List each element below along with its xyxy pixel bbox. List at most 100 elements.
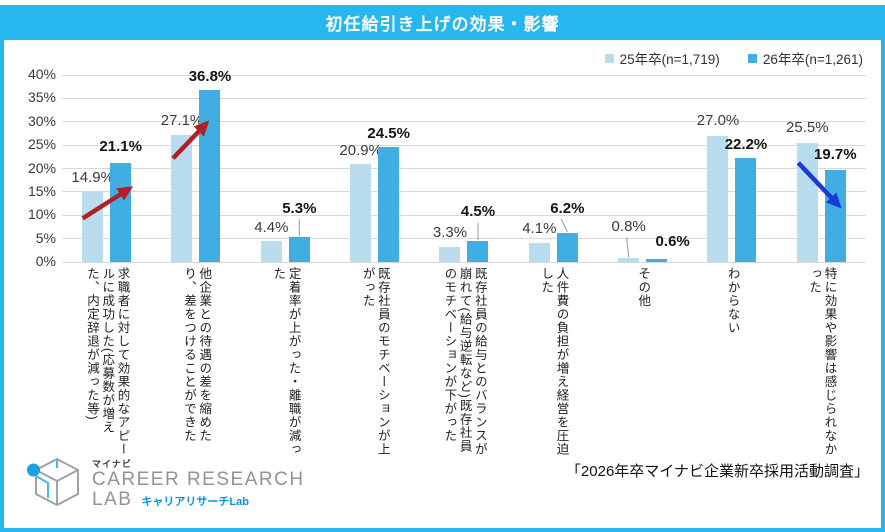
chart-title: 初任給引き上げの効果・影響 bbox=[325, 15, 560, 34]
bar-value-label: 4.4% bbox=[254, 218, 289, 236]
bar-value-label: 0.8% bbox=[611, 217, 646, 235]
legend-item: 25年卒(n=1,719) bbox=[604, 48, 720, 68]
bar-value-label: 3.3% bbox=[432, 224, 468, 242]
gridline bbox=[62, 238, 866, 240]
bar-26卒 bbox=[556, 233, 578, 262]
bar-25卒 bbox=[350, 164, 372, 262]
category-label: 定着率が上がった・離職が減った bbox=[271, 267, 301, 456]
bar-26卒 bbox=[646, 259, 668, 262]
bar-26卒 bbox=[735, 158, 757, 262]
category-cell: 他企業との待遇の差を縮めたり、差をつけることができた bbox=[151, 267, 240, 460]
category-label: わからない bbox=[725, 267, 740, 335]
bar-25卒 bbox=[260, 241, 282, 262]
bar-value-label: 14.9% bbox=[71, 168, 114, 186]
logo-brand: マイナビ bbox=[92, 458, 132, 469]
bar-group: 4.4% 5.3% bbox=[241, 75, 330, 262]
bar-group: 27.1% 36.8% bbox=[151, 69, 240, 262]
y-axis-tick-label: 0% bbox=[35, 253, 56, 269]
category-cell: その他 bbox=[598, 267, 687, 460]
brand-logo: マイナビ CAREER RESEARCH LAB キャリアリサーチLab bbox=[26, 456, 305, 510]
category-cell: わからない bbox=[687, 267, 776, 460]
category-cell: 定着率が上がった・離職が減った bbox=[241, 267, 330, 460]
bar-25卒 bbox=[82, 192, 104, 262]
bar-26卒 bbox=[110, 163, 132, 262]
gridline bbox=[62, 74, 866, 76]
bar-26卒 bbox=[378, 147, 400, 262]
bar-value-label: 21.1% bbox=[99, 137, 142, 155]
category-cell: 既存社員の給与とのバランスが崩れて(給与逆転など)既存社員のモチベーションが下が… bbox=[419, 267, 508, 460]
logo-subtitle: キャリアリサーチLab bbox=[141, 495, 249, 508]
y-axis-tick-label: 5% bbox=[35, 229, 56, 246]
bar-value-label: 4.5% bbox=[460, 203, 496, 221]
category-label: 他企業との待遇の差を縮めたり、差をつけることができた bbox=[181, 267, 212, 443]
logo-career-research: CAREER RESEARCH bbox=[92, 468, 305, 490]
gridline bbox=[62, 191, 866, 193]
gridline bbox=[62, 121, 866, 123]
category-label: 特に効果や影響は感じられなかった bbox=[807, 267, 837, 456]
bar-25卒 bbox=[528, 242, 550, 262]
bar-25卒 bbox=[439, 246, 461, 262]
category-cell: 求職者に対して効果的なアピールに成功した(応募数が増えた、内定辞退が減った等) bbox=[62, 267, 151, 460]
y-axis-tick-label: 20% bbox=[27, 159, 56, 176]
category-axis: 求職者に対して効果的なアピールに成功した(応募数が増えた、内定辞退が減った等) 他… bbox=[62, 267, 866, 460]
bar-value-label: 5.3% bbox=[282, 199, 317, 217]
plot-area: 0% 5% 10% 15% 20% 25% 30% 35% 40% 14.9% 21.1% 27.1%… bbox=[28, 66, 866, 269]
legend-swatch bbox=[747, 53, 757, 63]
bar-26卒 bbox=[288, 237, 310, 262]
bar-group: 3.3% 4.5% bbox=[419, 75, 508, 262]
logo-lab: LAB bbox=[92, 488, 133, 510]
bar-value-label: 36.8% bbox=[188, 68, 232, 86]
bar-value-label: 4.1% bbox=[522, 220, 557, 238]
gridline bbox=[62, 214, 866, 216]
source-note: 「2026年卒マイナビ企業新卒採用活動調査」 bbox=[565, 463, 869, 480]
legend-item: 26年卒(n=1,261) bbox=[747, 48, 863, 68]
bar-group: 0.8% 0.6% bbox=[598, 75, 690, 262]
gridline bbox=[62, 144, 866, 146]
category-label: その他 bbox=[636, 267, 651, 308]
bar-value-label: 27.0% bbox=[696, 112, 740, 130]
legend-swatch bbox=[604, 53, 614, 63]
category-label: 人件費の負担が増え経営を圧迫した bbox=[539, 267, 569, 456]
bar-26卒 bbox=[467, 240, 489, 262]
y-axis-tick-label: 35% bbox=[27, 89, 56, 106]
logo-cube-icon bbox=[27, 457, 79, 507]
bar-value-label: 25.5% bbox=[786, 119, 829, 137]
category-label: 既存社員の給与とのバランスが崩れて(給与逆転など)既存社員のモチベーションが下が… bbox=[442, 267, 487, 456]
category-cell: 既存社員のモチベーションが上がった bbox=[330, 267, 419, 460]
logo-dot bbox=[27, 463, 40, 477]
bar-value-label: 20.9% bbox=[339, 141, 382, 159]
legend-label: 26年卒(n=1,261) bbox=[762, 52, 863, 67]
y-axis-tick-label: 30% bbox=[27, 112, 56, 129]
bar-group: 25.5% 19.7% bbox=[777, 75, 866, 262]
category-cell: 人件費の負担が増え経営を圧迫した bbox=[509, 267, 598, 460]
bar-value-label: 22.2% bbox=[724, 135, 768, 153]
y-axis-tick-label: 25% bbox=[27, 136, 56, 153]
bar-value-label: 0.6% bbox=[655, 232, 690, 250]
legend-label: 25年卒(n=1,719) bbox=[619, 52, 720, 67]
bar-group: 14.9% 21.1% bbox=[62, 75, 151, 262]
y-axis-tick-label: 10% bbox=[27, 206, 56, 223]
gridline bbox=[62, 97, 866, 99]
category-label: 求職者に対して効果的なアピールに成功した(応募数が増えた、内定辞退が減った等) bbox=[85, 267, 130, 456]
bar-value-label: 24.5% bbox=[367, 124, 410, 142]
bar-group: 27.0% 22.2% bbox=[687, 75, 776, 262]
chart-title-bar: 初任給引き上げの効果・影響 bbox=[0, 5, 885, 40]
y-axis-tick-label: 15% bbox=[27, 182, 56, 199]
gridline bbox=[62, 168, 866, 169]
y-axis-tick-label: 40% bbox=[27, 66, 56, 82]
bar-value-label: 27.1% bbox=[160, 111, 204, 129]
gridline bbox=[62, 261, 866, 263]
category-label: 既存社員のモチベーションが上がった bbox=[360, 267, 390, 456]
category-cell: 特に効果や影響は感じられなかった bbox=[777, 267, 866, 460]
bar-25卒 bbox=[707, 135, 729, 262]
bar-25卒 bbox=[171, 135, 193, 262]
logo-text: マイナビ CAREER RESEARCH LAB キャリアリサーチLab bbox=[92, 457, 305, 510]
bar-25卒 bbox=[618, 258, 640, 262]
bar-value-label: 19.7% bbox=[814, 146, 857, 164]
bar-group: 20.9% 24.5% bbox=[330, 75, 419, 262]
bar-group: 4.1% 6.2% bbox=[509, 75, 598, 262]
bar-value-label: 6.2% bbox=[550, 199, 585, 217]
bar-26卒 bbox=[824, 169, 846, 262]
bar-26卒 bbox=[199, 89, 221, 262]
